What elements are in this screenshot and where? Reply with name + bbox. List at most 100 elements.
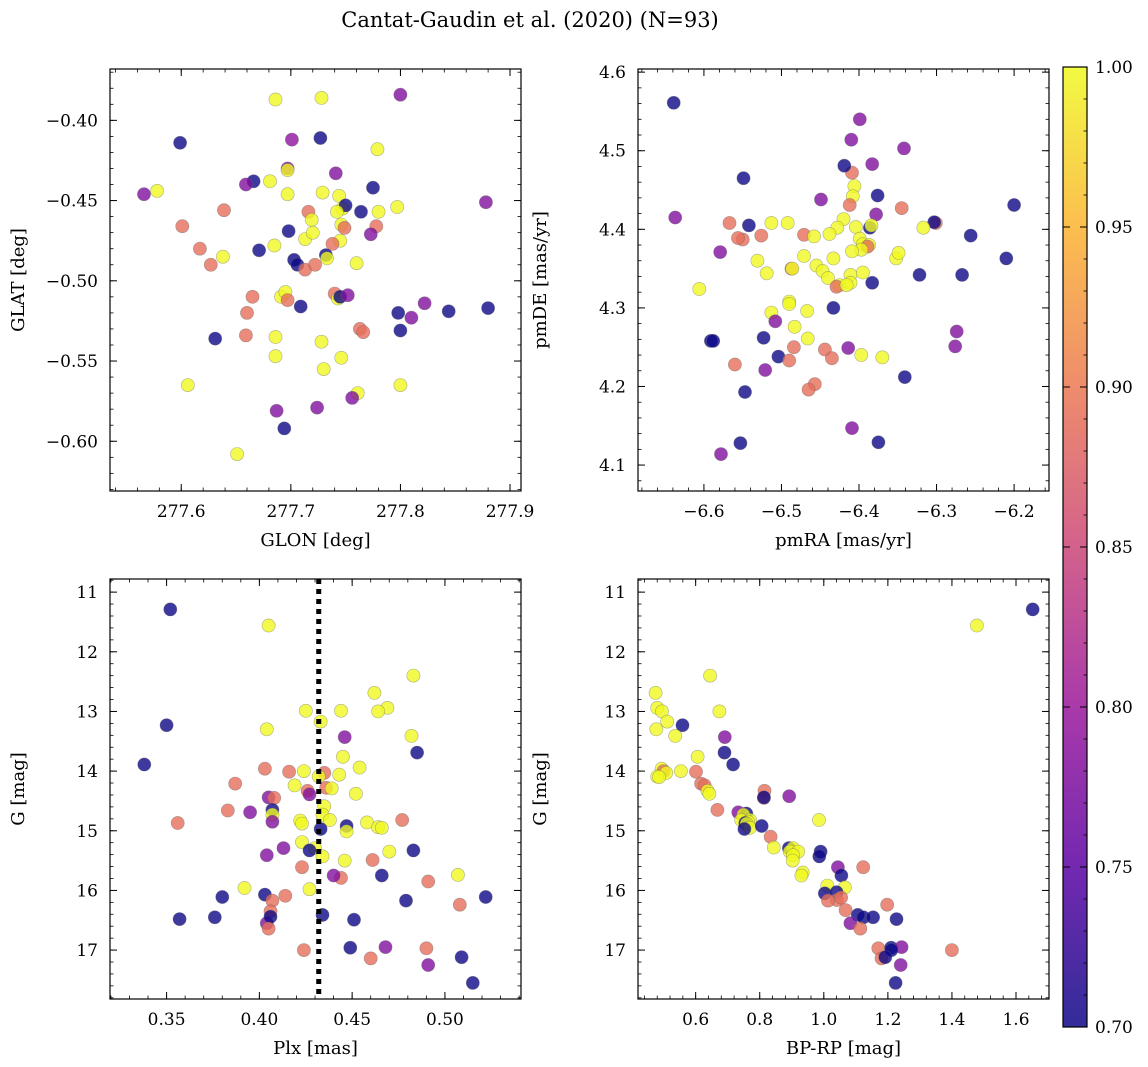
scatter-point — [325, 236, 340, 251]
scatter-point — [780, 216, 795, 230]
scatter-point — [866, 910, 880, 925]
scatter-point — [826, 300, 841, 315]
y-tick-label: 14 — [604, 762, 626, 782]
scatter-point — [726, 757, 740, 772]
scatter-point — [343, 940, 358, 955]
scatter-point — [955, 267, 969, 282]
y-tick-label: 4.2 — [599, 377, 626, 397]
scatter-point — [217, 203, 231, 218]
x-axis: 0.35 0.40 0.45 0.50 Plx [mas] — [110, 579, 520, 1059]
scatter-point — [295, 816, 309, 831]
scatter-point — [243, 805, 257, 820]
scatter-point — [263, 909, 278, 924]
scatter-point — [268, 349, 283, 364]
scatter-point — [278, 888, 293, 903]
scatter-point — [265, 814, 280, 829]
scatter-point — [335, 749, 350, 764]
scatter-point — [834, 868, 849, 883]
y-tick-label: 4.1 — [599, 456, 626, 476]
scatter-point — [807, 229, 821, 244]
scatter-point — [284, 132, 299, 147]
scatter-point — [314, 91, 329, 105]
scatter-point — [825, 351, 839, 366]
scatter-point — [238, 328, 253, 343]
scatter-point — [880, 897, 895, 912]
scatter-point — [702, 786, 717, 801]
scatter-points — [648, 602, 1040, 990]
y-tick-label: −0.60 — [46, 432, 98, 452]
scatter-point — [363, 951, 378, 966]
scatter-point — [717, 745, 732, 760]
scatter-point — [768, 314, 783, 329]
scatter-point — [787, 340, 801, 355]
scatter-point — [371, 704, 385, 719]
scatter-point — [666, 95, 681, 110]
scatter-point — [328, 166, 343, 181]
color-magnitude-panel: 0.6 0.8 1.0 1.2 1.4 1.6BP-RP [mag]11121314151… — [530, 578, 1050, 1059]
sky-position-panel: 277.6 277.7 277.8 277.9 GLON [deg] −0.60 −0.55… — [8, 68, 534, 551]
scatter-point — [481, 301, 495, 315]
scatter-point — [259, 722, 274, 737]
scatter-points — [666, 95, 1021, 461]
scatter-point — [852, 112, 867, 127]
scatter-point — [478, 195, 493, 210]
scatter-point — [305, 225, 320, 240]
scatter-point — [1007, 198, 1021, 212]
colorbar-tick-label: 0.75 — [1095, 858, 1133, 878]
scatter-point — [649, 722, 664, 737]
scatter-point — [320, 251, 334, 266]
y-tick-label: 17 — [604, 941, 626, 961]
y-tick-label: 4.6 — [599, 63, 626, 83]
scatter-point — [238, 177, 253, 192]
colorbar-tick-label: 1.00 — [1095, 58, 1133, 78]
scatter-point — [163, 602, 178, 617]
scatter-point — [337, 730, 352, 744]
scatter-point — [710, 803, 725, 817]
scatter-point — [421, 958, 436, 972]
y-axis: 4.1 4.2 4.3 4.4 4.5 4.6 pmDE [mas/yr] — [530, 63, 1049, 482]
scatter-point — [287, 778, 302, 793]
scatter-point — [782, 297, 797, 311]
scatter-point — [812, 813, 826, 827]
scatter-point — [354, 204, 368, 219]
scatter-point — [794, 868, 809, 883]
scatter-point — [785, 261, 800, 276]
scatter-point — [441, 304, 456, 319]
scatter-point — [837, 158, 852, 173]
scatter-point — [854, 348, 869, 362]
scatter-point — [912, 267, 927, 282]
scatter-point — [856, 265, 870, 280]
y-tick-label: 13 — [76, 702, 98, 722]
y-tick-label: 11 — [604, 583, 626, 603]
scatter-point — [267, 791, 282, 805]
scatter-point — [668, 210, 683, 225]
scatter-point — [339, 824, 354, 839]
scatter-point — [690, 749, 705, 764]
x-tick-label: 1.0 — [810, 1010, 837, 1030]
y-axis: 11 12 13 14 15 16 17 G [mag] — [8, 579, 521, 999]
scatter-point — [180, 378, 195, 392]
scatter-point — [281, 224, 296, 238]
scatter-point — [159, 718, 174, 733]
scatter-point — [406, 668, 421, 683]
x-tick-label: −6.3 — [916, 502, 957, 522]
x-axis: 277.6 277.7 277.8 277.9 GLON [deg] — [115, 69, 534, 551]
y-tick-label: 16 — [604, 881, 626, 901]
scatter-point — [302, 843, 317, 858]
scatter-point — [263, 174, 277, 189]
y-tick-label: 14 — [76, 762, 98, 782]
scatter-point — [841, 341, 856, 355]
scatter-point — [750, 253, 765, 268]
scatter-point — [340, 288, 355, 303]
scatter-point — [668, 729, 683, 743]
scatter-point — [308, 257, 322, 272]
scatter-point — [782, 353, 797, 368]
scatter-point — [712, 704, 727, 719]
scatter-point — [304, 212, 319, 227]
scatter-point — [276, 841, 291, 855]
scatter-point — [337, 853, 352, 868]
scatter-point — [215, 890, 230, 904]
scatter-point — [787, 319, 802, 334]
scatter-point — [277, 421, 292, 436]
scatter-point — [800, 331, 815, 346]
